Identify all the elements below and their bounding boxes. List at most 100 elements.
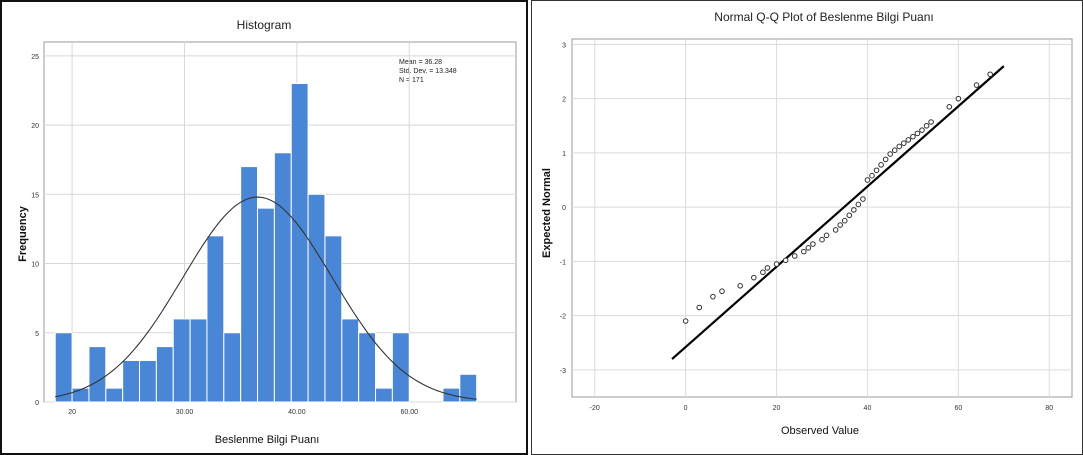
qq-x-tick-label: 0 [684, 405, 688, 412]
histogram-bar [88, 346, 107, 403]
histogram-bar [391, 332, 410, 403]
qq-data-point [773, 261, 780, 267]
qq-data-point [896, 143, 903, 150]
qq-data-point [882, 156, 889, 163]
qq-y-tick-label: -1 [560, 259, 566, 266]
qq-data-point [878, 162, 884, 168]
qq-y-tick-label: 2 [562, 97, 566, 104]
histogram-bar [223, 332, 242, 403]
qq-data-point [887, 151, 893, 157]
qq-y-tick-label: 0 [562, 205, 566, 212]
histogram-x-label: Beslenme Bilgi Puanı [215, 434, 320, 446]
histogram-bar [172, 318, 191, 403]
qq-data-point [737, 283, 743, 289]
qq-y-tick-label: -3 [560, 368, 566, 375]
qq-data-point [923, 122, 930, 129]
qq-plot-panel: Normal Q-Q Plot of Beslenme Bilgi Puanı … [531, 0, 1083, 455]
histogram-bar [189, 318, 208, 403]
qq-data-point [873, 167, 880, 174]
qq-data-point [910, 133, 916, 140]
qq-data-point [696, 304, 703, 311]
histogram-y-tick-label: 15 [31, 192, 39, 199]
histogram-bar [54, 332, 73, 403]
histogram-bar [341, 318, 360, 403]
qq-data-point [946, 104, 953, 110]
qq-data-point [760, 269, 766, 276]
qq-data-point [901, 140, 907, 146]
histogram-y-tick-label: 20 [31, 123, 39, 130]
qq-data-point [837, 222, 843, 228]
qq-data-point [973, 82, 980, 88]
qq-data-point [891, 147, 898, 153]
histogram-title: Histogram [237, 18, 292, 32]
qq-x-tick-label: 20 [773, 405, 781, 412]
qq-data-point [682, 318, 689, 324]
histogram-bar [459, 373, 478, 403]
histogram-y-tick-label: 0 [35, 400, 39, 407]
qq-x-tick-label: 40 [864, 405, 872, 412]
qq-data-point [846, 212, 853, 219]
qq-data-point [801, 248, 807, 255]
qq-x-label: Observed Value [781, 425, 859, 437]
qq-data-point [805, 245, 812, 251]
histogram-bar [240, 166, 259, 403]
histogram-bar [139, 359, 157, 403]
histogram-bar [358, 332, 377, 403]
histogram-y-tick-label: 25 [31, 54, 39, 61]
histogram-bar [324, 235, 343, 403]
qq-data-point [919, 127, 925, 133]
qq-data-point [914, 130, 921, 137]
histogram-x-tick-label: 30.00 [176, 409, 194, 416]
qq-y-label: Expected Normal [541, 168, 553, 258]
histogram-y-tick-label: 5 [35, 331, 39, 338]
histogram-stat-n: N = 171 [399, 77, 424, 84]
qq-data-point [841, 217, 848, 224]
histogram-panel: Histogram Beslenme Bilgi Puanı Frequency… [0, 0, 528, 455]
histogram-stat-mean: Mean = 36.28 [399, 59, 442, 66]
qq-y-tick-label: 3 [562, 42, 566, 49]
qq-title: Normal Q-Q Plot of Beslenme Bilgi Puanı [714, 10, 933, 24]
qq-x-tick-label: 80 [1045, 405, 1053, 412]
histogram-bar [273, 152, 292, 403]
histogram-y-tick-label: 10 [31, 262, 39, 269]
histogram-bar [290, 83, 309, 403]
qq-plot-area [571, 38, 1073, 398]
qq-data-point [855, 201, 862, 208]
histogram-bar [122, 359, 141, 403]
histogram-x-tick-label: 60.00 [400, 409, 418, 416]
histogram-bar [105, 387, 124, 403]
qq-y-tick-label: 1 [562, 151, 566, 158]
qq-data-point [987, 71, 993, 78]
qq-x-tick-label: -20 [590, 405, 600, 412]
qq-reference-line [671, 65, 1005, 360]
qq-data-point [905, 137, 912, 143]
qq-data-point [864, 177, 871, 183]
histogram-y-label: Frequency [17, 205, 29, 262]
qq-data-point [719, 288, 725, 295]
qq-data-point [710, 293, 716, 300]
qq-x-tick-label: 60 [954, 405, 962, 412]
histogram-x-tick-label: 40.00 [288, 409, 306, 416]
histogram-bar [71, 387, 90, 403]
qq-data-point [869, 172, 875, 179]
qq-data-point [851, 207, 857, 213]
histogram-bar [155, 346, 174, 403]
qq-data-point [791, 253, 798, 259]
qq-data-point [860, 196, 866, 202]
qq-plot-chart: Normal Q-Q Plot of Beslenme Bilgi Puanı … [541, 10, 1073, 437]
qq-data-point [823, 232, 830, 239]
qq-data-point [955, 95, 962, 102]
qq-y-tick-label: -2 [560, 314, 566, 321]
histogram-bar [257, 207, 275, 403]
qq-data-point [819, 236, 825, 243]
qq-data-point [764, 265, 771, 271]
histogram-normal-curve [55, 196, 477, 400]
histogram-chart: Histogram Beslenme Bilgi Puanı Frequency… [17, 18, 517, 446]
qq-data-point [928, 119, 934, 125]
qq-data-point [832, 227, 839, 233]
qq-data-point [782, 257, 789, 264]
histogram-stat-sd: Std. Dev. = 13.348 [399, 68, 457, 75]
histogram-bar [206, 235, 225, 403]
qq-data-point [810, 241, 816, 247]
qq-data-point [751, 274, 757, 281]
